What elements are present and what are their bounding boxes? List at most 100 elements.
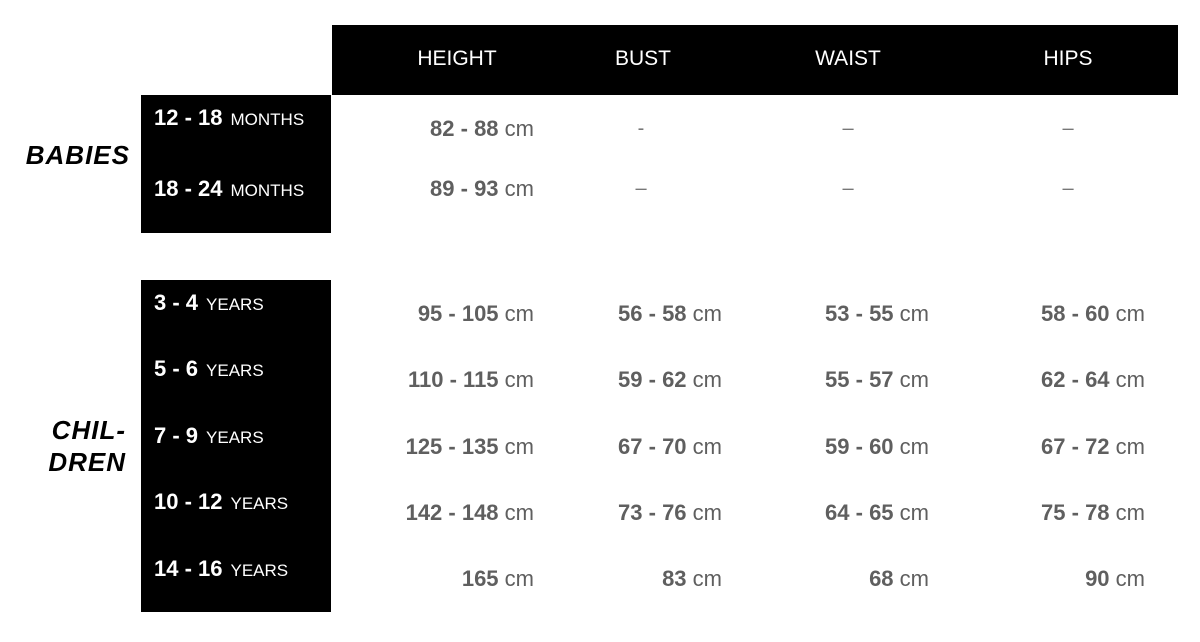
measurement-value: 67 - 72: [1041, 434, 1110, 459]
measurement-unit: cm: [899, 566, 929, 591]
measurement-cell: 67 - 72 cm: [1041, 434, 1145, 460]
measurement-value: 59 - 62: [618, 367, 687, 392]
age-range: 7 - 9: [154, 423, 199, 448]
age-unit: YEARS: [206, 361, 264, 380]
measurement-unit: cm: [899, 500, 929, 525]
measurement-unit: cm: [899, 301, 929, 326]
measurement-unit: cm: [504, 500, 534, 525]
measurement-cell: 67 - 70 cm: [618, 434, 722, 460]
group-label-babies: BABIES: [25, 140, 130, 170]
age-unit: YEARS: [230, 494, 289, 513]
measurement-cell: 64 - 65 cm: [825, 500, 929, 526]
age-range: 14 - 16: [154, 556, 223, 581]
measurement-value: 82 - 88: [430, 116, 499, 141]
measurement-value: 142 - 148: [405, 500, 499, 525]
measurement-unit: cm: [692, 566, 722, 591]
measurement-unit: cm: [692, 434, 722, 459]
measurement-unit: cm: [504, 176, 534, 201]
babies-age-box: [141, 95, 331, 233]
measurement-value: 62 - 64: [1041, 367, 1110, 392]
measurement-value: 58 - 60: [1041, 301, 1110, 326]
measurement-value: 59 - 60: [825, 434, 894, 459]
measurement-unit: cm: [504, 301, 534, 326]
measurement-unit: cm: [1115, 434, 1145, 459]
column-header-height: HEIGHT: [417, 47, 497, 70]
measurement-cell: 73 - 76 cm: [618, 500, 722, 526]
measurement-unit: cm: [692, 367, 722, 392]
measurement-unit: cm: [1115, 566, 1145, 591]
measurement-value: 68: [869, 566, 894, 591]
measurement-unit: cm: [1115, 367, 1145, 392]
measurement-unit: cm: [692, 301, 722, 326]
age-range: 5 - 6: [154, 356, 199, 381]
empty-measurement-dash: –: [1062, 177, 1074, 200]
age-range-label: 10 - 12 YEARS: [154, 489, 288, 515]
measurement-unit: cm: [1115, 301, 1145, 326]
age-unit: YEARS: [206, 295, 264, 314]
age-range: 10 - 12: [154, 489, 223, 514]
measurement-unit: cm: [504, 566, 534, 591]
measurement-value: 165: [461, 566, 499, 591]
empty-measurement-dash: -: [637, 117, 645, 140]
empty-measurement-dash: –: [842, 177, 854, 200]
measurement-cell: 89 - 93 cm: [430, 176, 534, 202]
measurement-cell: 58 - 60 cm: [1041, 301, 1145, 327]
column-header-waist: WAIST: [815, 47, 881, 70]
measurement-cell: 83 cm: [662, 566, 722, 592]
measurement-cell: 95 - 105 cm: [418, 301, 534, 327]
age-range-label: 14 - 16 YEARS: [154, 556, 288, 582]
measurement-cell: 110 - 115 cm: [408, 367, 534, 393]
measurement-value: 53 - 55: [825, 301, 894, 326]
measurement-value: 83: [662, 566, 687, 591]
age-unit: MONTHS: [230, 110, 305, 129]
measurement-cell: 56 - 58 cm: [618, 301, 722, 327]
column-header-hips: HIPS: [1043, 47, 1093, 70]
age-range: 12 - 18: [154, 105, 223, 130]
measurement-cell: 59 - 62 cm: [618, 367, 722, 393]
measurement-cell: 55 - 57 cm: [825, 367, 929, 393]
measurement-value: 89 - 93: [430, 176, 499, 201]
column-header-bust: BUST: [614, 47, 672, 70]
group-label-children: CHIL- DREN: [48, 415, 126, 477]
measurement-value: 75 - 78: [1041, 500, 1110, 525]
age-range-label: 5 - 6 YEARS: [154, 356, 264, 382]
age-unit: YEARS: [230, 561, 289, 580]
column-header-bar: [332, 25, 1178, 95]
measurement-value: 90: [1085, 566, 1110, 591]
measurement-value: 73 - 76: [618, 500, 687, 525]
measurement-unit: cm: [899, 434, 929, 459]
measurement-cell: 59 - 60 cm: [825, 434, 929, 460]
measurement-value: 55 - 57: [825, 367, 894, 392]
measurement-cell: 82 - 88 cm: [430, 116, 534, 142]
age-range-label: 3 - 4 YEARS: [154, 290, 264, 316]
children-age-box: [141, 280, 331, 612]
age-range-label: 18 - 24 MONTHS: [154, 176, 304, 202]
age-range: 3 - 4: [154, 290, 199, 315]
measurement-unit: cm: [504, 116, 534, 141]
age-range-label: 7 - 9 YEARS: [154, 423, 264, 449]
measurement-value: 125 - 135: [405, 434, 499, 459]
measurement-unit: cm: [504, 367, 534, 392]
age-range-label: 12 - 18 MONTHS: [154, 105, 304, 131]
measurement-cell: 53 - 55 cm: [825, 301, 929, 327]
measurement-cell: 62 - 64 cm: [1041, 367, 1145, 393]
measurement-value: 64 - 65: [825, 500, 894, 525]
measurement-unit: cm: [692, 500, 722, 525]
measurement-cell: 68 cm: [869, 566, 929, 592]
measurement-cell: 125 - 135 cm: [406, 434, 534, 460]
measurement-value: 56 - 58: [618, 301, 687, 326]
measurement-unit: cm: [899, 367, 929, 392]
empty-measurement-dash: –: [842, 117, 854, 140]
age-range: 18 - 24: [154, 176, 223, 201]
measurement-value: 67 - 70: [618, 434, 687, 459]
measurement-value: 110 - 115: [408, 367, 499, 392]
empty-measurement-dash: –: [635, 177, 647, 200]
measurement-cell: 142 - 148 cm: [406, 500, 534, 526]
age-unit: MONTHS: [230, 181, 305, 200]
empty-measurement-dash: –: [1062, 117, 1074, 140]
measurement-cell: 75 - 78 cm: [1041, 500, 1145, 526]
age-unit: YEARS: [206, 428, 264, 447]
measurement-cell: 165 cm: [462, 566, 534, 592]
measurement-unit: cm: [504, 434, 534, 459]
measurement-unit: cm: [1115, 500, 1145, 525]
